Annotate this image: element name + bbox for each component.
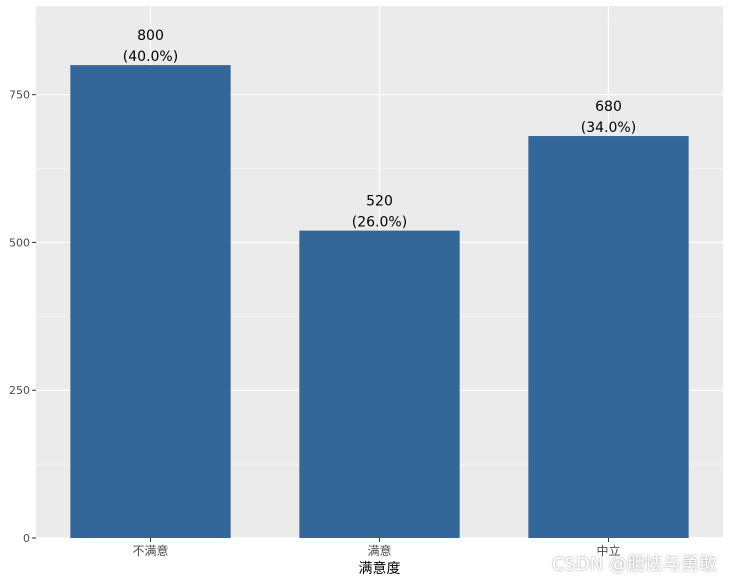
y-tick-label: 0 bbox=[23, 532, 30, 545]
bar-1 bbox=[70, 65, 231, 538]
data-label-percent: (26.0%) bbox=[352, 215, 407, 231]
data-label-percent: (34.0%) bbox=[581, 120, 636, 136]
bar-2 bbox=[299, 230, 460, 538]
y-tick-label: 500 bbox=[9, 236, 30, 249]
data-label-percent: (40.0%) bbox=[123, 49, 178, 65]
y-axis: 0 250 500 750 bbox=[9, 89, 36, 545]
data-label-count: 520 bbox=[366, 194, 393, 210]
x-axis: 不满意 满意 中立 bbox=[132, 538, 621, 558]
bar-3 bbox=[528, 136, 689, 539]
y-tick-label: 250 bbox=[9, 384, 30, 397]
x-tick-label: 中立 bbox=[596, 543, 620, 558]
y-tick-label: 750 bbox=[9, 89, 30, 102]
data-label-count: 800 bbox=[137, 28, 164, 44]
x-tick-label: 不满意 bbox=[132, 543, 168, 558]
watermark: CSDN @胆怯与勇敢 bbox=[551, 554, 717, 575]
data-label-count: 680 bbox=[595, 99, 622, 115]
bars bbox=[70, 65, 689, 539]
x-tick-label: 满意 bbox=[367, 543, 391, 558]
x-axis-title: 满意度 bbox=[359, 560, 401, 577]
data-labels: 800 (40.0%) 520 (26.0%) 680 (34.0%) bbox=[123, 28, 636, 231]
